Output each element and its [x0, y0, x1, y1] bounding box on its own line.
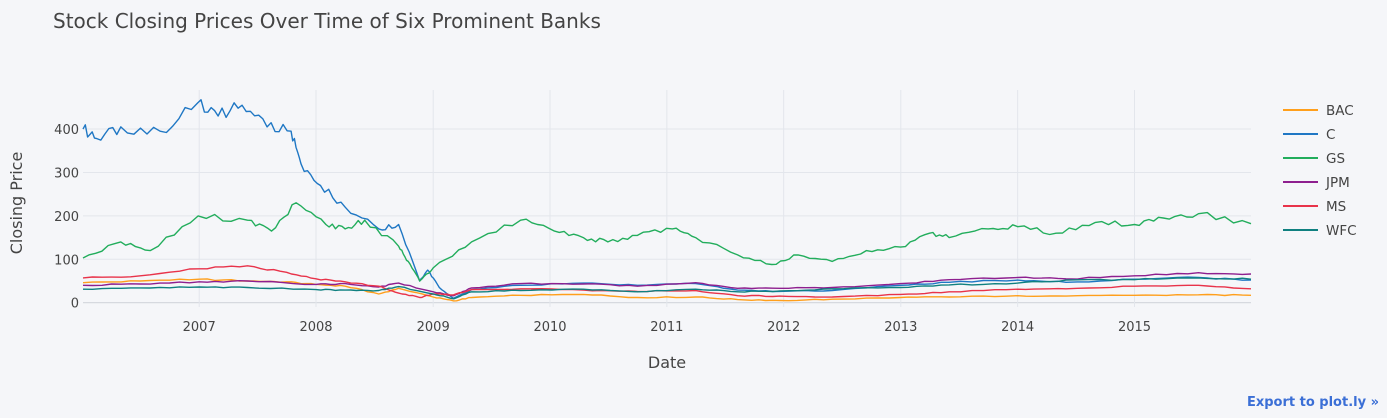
legend-item-wfc[interactable]: WFC	[1283, 223, 1357, 239]
y-tick-label: 0	[71, 297, 79, 312]
series-line-wfc[interactable]	[82, 277, 1252, 300]
x-tick-label: 2010	[533, 320, 566, 335]
series-line-bac[interactable]	[82, 278, 1252, 302]
plot-area[interactable]	[82, 99, 1252, 302]
y-tick-label: 100	[54, 253, 79, 268]
y-axis-title: Closing Price	[7, 152, 26, 255]
y-tick-label: 200	[54, 210, 79, 225]
legend-item-ms[interactable]: MS	[1283, 199, 1346, 215]
x-tick-label: 2008	[299, 320, 332, 335]
y-axis-ticks: 0 100 200 300 400	[54, 123, 79, 312]
chart-title: Stock Closing Prices Over Time of Six Pr…	[53, 9, 601, 33]
x-axis-ticks: 2007 2008 2009 2010 2011 2012 2013 2014 2015	[183, 320, 1151, 335]
series-line-gs[interactable]	[82, 202, 1252, 282]
legend-label: WFC	[1326, 223, 1357, 239]
y-tick-label: 300	[54, 166, 79, 181]
x-tick-label: 2007	[183, 320, 216, 335]
legend-label: MS	[1326, 199, 1346, 215]
x-tick-label: 2011	[650, 320, 683, 335]
x-axis-title: Date	[648, 353, 686, 372]
legend-item-jpm[interactable]: JPM	[1283, 175, 1350, 191]
legend-label: C	[1326, 127, 1335, 143]
legend-item-bac[interactable]: BAC	[1283, 103, 1354, 119]
x-tick-label: 2013	[884, 320, 917, 335]
legend-item-c[interactable]: C	[1283, 127, 1335, 143]
legend-label: BAC	[1326, 103, 1354, 119]
x-tick-label: 2012	[767, 320, 800, 335]
legend-label: GS	[1326, 151, 1345, 167]
series-line-jpm[interactable]	[82, 272, 1252, 297]
x-tick-label: 2014	[1001, 320, 1034, 335]
series-line-c[interactable]	[82, 99, 1252, 299]
y-tick-label: 400	[54, 123, 79, 138]
legend-item-gs[interactable]: GS	[1283, 151, 1345, 167]
x-tick-label: 2015	[1118, 320, 1151, 335]
x-tick-label: 2009	[417, 320, 450, 335]
series-line-ms[interactable]	[82, 265, 1252, 299]
grid	[83, 90, 1251, 307]
export-to-plotly-link[interactable]: Export to plot.ly »	[1246, 395, 1379, 410]
legend-label: JPM	[1325, 175, 1350, 191]
legend[interactable]: BAC C GS JPM MS WFC	[1283, 103, 1357, 239]
